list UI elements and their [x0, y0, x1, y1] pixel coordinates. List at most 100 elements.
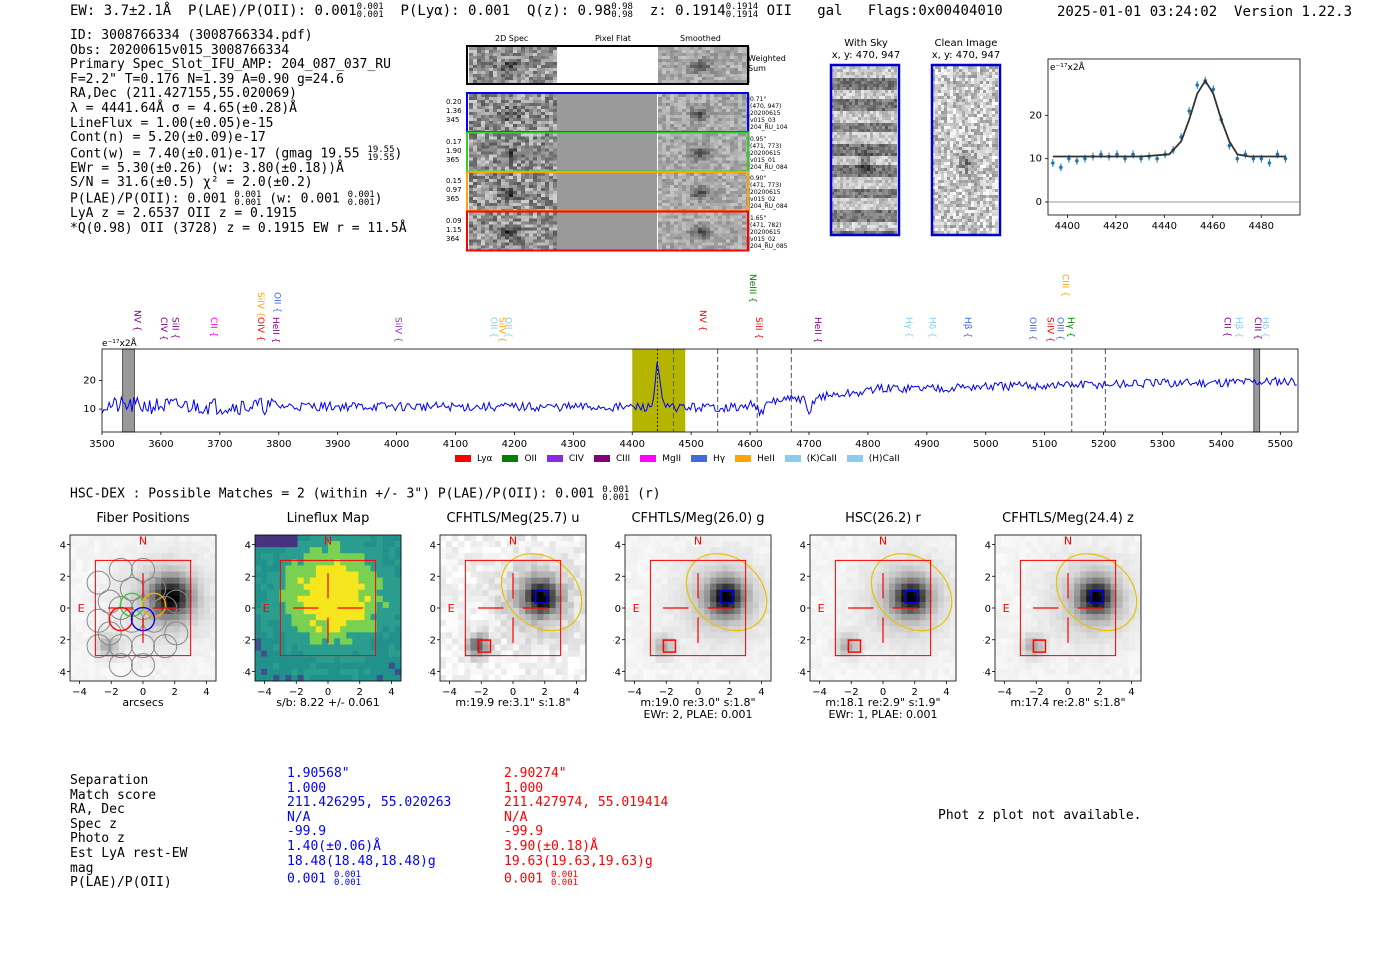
spectrum-line-label: SiIV { [497, 317, 507, 343]
thumb-xtick-label: 0 [880, 687, 886, 698]
cutout-smooth-3 [658, 212, 750, 252]
thumb-ytick-label: −4 [428, 667, 436, 678]
info-obs: Obs: 20200615v015_3008766334 [70, 42, 290, 58]
thumb-ytick-label: 2 [615, 572, 621, 583]
match-ellipse [1055, 553, 1138, 632]
legend-item: CIII [593, 454, 630, 464]
search-box [1019, 559, 1117, 657]
thumb-ytick-label: 4 [245, 541, 251, 552]
thumb-ytick-label: −2 [428, 636, 436, 647]
legend-item: MgII [640, 454, 681, 464]
spectrum-ytick-label: 20 [83, 375, 96, 386]
thumbnail-title: HSC(26.2) r [845, 511, 921, 526]
with-sky-image [829, 63, 901, 237]
cutout-col-title-flat: Pixel Flat [595, 34, 631, 43]
match-label: RA, Dec [70, 802, 125, 818]
cutout-smooth-1 [658, 133, 750, 173]
spectrum-mask-0 [122, 348, 135, 433]
match-value: N/A [287, 809, 311, 825]
thumb-xtick-label: −2 [1029, 687, 1044, 698]
spectrum-line-label: OII { [503, 317, 513, 338]
header-line: OII [766, 3, 792, 19]
match-1-marker [904, 590, 919, 604]
search-box [834, 559, 932, 657]
match-value: 3.90(±0.18)Å [504, 838, 598, 854]
thumb-xtick-label: 2 [357, 687, 363, 698]
spectrum-xtick-label: 4400 [620, 439, 645, 450]
cutout-spec-2 [469, 173, 557, 212]
spectrum-unit-label: e⁻¹⁷x2Å [102, 337, 138, 349]
thumbnail-caption: arcsecs [122, 696, 164, 709]
thumb-ytick-label: −4 [58, 667, 66, 678]
match-value: 1.000 [504, 780, 544, 796]
spectrum-xtick-label: 4100 [443, 439, 468, 450]
thumb-xtick-label: −4 [627, 687, 642, 698]
match-label: Est LyA rest-EW [70, 845, 188, 861]
header-plya: P(Lyα): 0.001 [400, 3, 511, 19]
match-ellipse [685, 553, 768, 632]
fit-ytick-label: 0 [1036, 197, 1042, 208]
legend-item: (H)CaII [846, 454, 900, 464]
fit-xtick-label: 4420 [1103, 221, 1128, 232]
thumbnail-caption: s/b: 8.22 +/- 0.061 [276, 696, 380, 709]
spectrum-line-label: OIV { [255, 317, 265, 341]
cutout-flat-2 [557, 173, 657, 210]
header-gal: gal [817, 3, 843, 19]
thumb-ytick-label: 4 [985, 541, 991, 552]
thumb-xtick-label: 4 [943, 687, 949, 698]
east-label: E [78, 602, 85, 615]
header-right: 2025-01-01 03:24:02 Version 1.22.3 [1057, 4, 1352, 20]
thumb-ytick-label: 0 [245, 604, 251, 615]
thumbnail-title: Lineflux Map [286, 511, 370, 526]
spectrum-line-label: CIV { [158, 317, 168, 341]
info-q: *Q(0.98) OII (3728) z = 0.1915 EW r = 11… [70, 220, 407, 236]
match-value: 211.426295, 55.020263 [287, 795, 452, 811]
thumbnail-plot: N E −4 −4 −2 −2 0 0 2 2 4 4 [613, 535, 772, 698]
thumb-xtick-label: 0 [695, 687, 701, 698]
cutout-spec-1 [469, 133, 557, 173]
fit-point [1059, 163, 1063, 172]
thumbnail-caption: m:19.9 re:3.1" s:1.8" [455, 696, 571, 709]
spectrum-line-label: CII { [208, 317, 218, 337]
spectrum-xtick-label: 5200 [1091, 439, 1116, 450]
match-1-marker [534, 590, 549, 604]
spectrum-xtick-label: 4000 [384, 439, 409, 450]
hsc-header: HSC-DEX : Possible Matches = 2 (within +… [70, 485, 661, 503]
spectrum-xtick-label: 4800 [855, 439, 880, 450]
east-label: E [263, 602, 270, 615]
fit-xtick-label: 4440 [1152, 221, 1177, 232]
spectrum-line-label: Hβ { [962, 317, 972, 338]
cutout-smooth-2 [658, 173, 750, 212]
spectrum-line-label: Hβ { [1233, 317, 1243, 338]
spectrum-line-label: SiIV { [1045, 317, 1055, 343]
fit-xtick-label: 4460 [1200, 221, 1225, 232]
thumbnail-caption: m:18.1 re:2.9" s:1.9" [825, 696, 941, 709]
cutout-smooth-0 [658, 94, 750, 133]
thumb-ytick-label: 2 [430, 572, 436, 583]
spectrum-line-label: CII { [1221, 317, 1231, 337]
clean-image-coords: x, y: 470, 947 [931, 50, 1001, 61]
match-value: 211.427974, 55.019414 [504, 795, 669, 811]
info-sn: S/N = 31.6(±0.5) χ² = 2.0(±0.2) [70, 175, 313, 191]
spectrum-xtick-label: 5100 [1032, 439, 1057, 450]
cutout-flat-3 [557, 212, 657, 250]
match-2-marker [662, 639, 677, 653]
spectrum-legend: Lyα OII CIV CIII MgII Hγ HeII (K)CaII (H)CaII [455, 447, 910, 466]
thumbnail-caption: m:19.0 re:3.0" s:1.8" [640, 696, 756, 709]
thumb-ytick-label: −4 [983, 667, 991, 678]
thumb-ytick-label: −4 [613, 667, 621, 678]
cutout-col-title-smooth: Smoothed [680, 34, 721, 43]
thumbnail-1: Lineflux Map [255, 511, 415, 526]
fit-point [1187, 107, 1192, 115]
spectrum-line-label: Hδ { [927, 317, 937, 338]
weighted-sum-label: Weighted Sum [748, 54, 786, 73]
spectrum-xtick-label: 3600 [148, 439, 173, 450]
cutout-frame-3 [466, 210, 749, 252]
north-label: N [879, 535, 887, 548]
spectrum-ytick-label: 10 [83, 404, 96, 415]
thumb-ytick-label: −4 [243, 667, 251, 678]
header-z-range: 0.1914 0.1914 [725, 2, 759, 20]
spectrum-line-label: Hγ { [903, 317, 913, 338]
thumbnail-plot: N E −4 −4 −2 −2 0 0 2 2 4 4 [243, 535, 402, 698]
thumb-ytick-label: 4 [430, 541, 436, 552]
